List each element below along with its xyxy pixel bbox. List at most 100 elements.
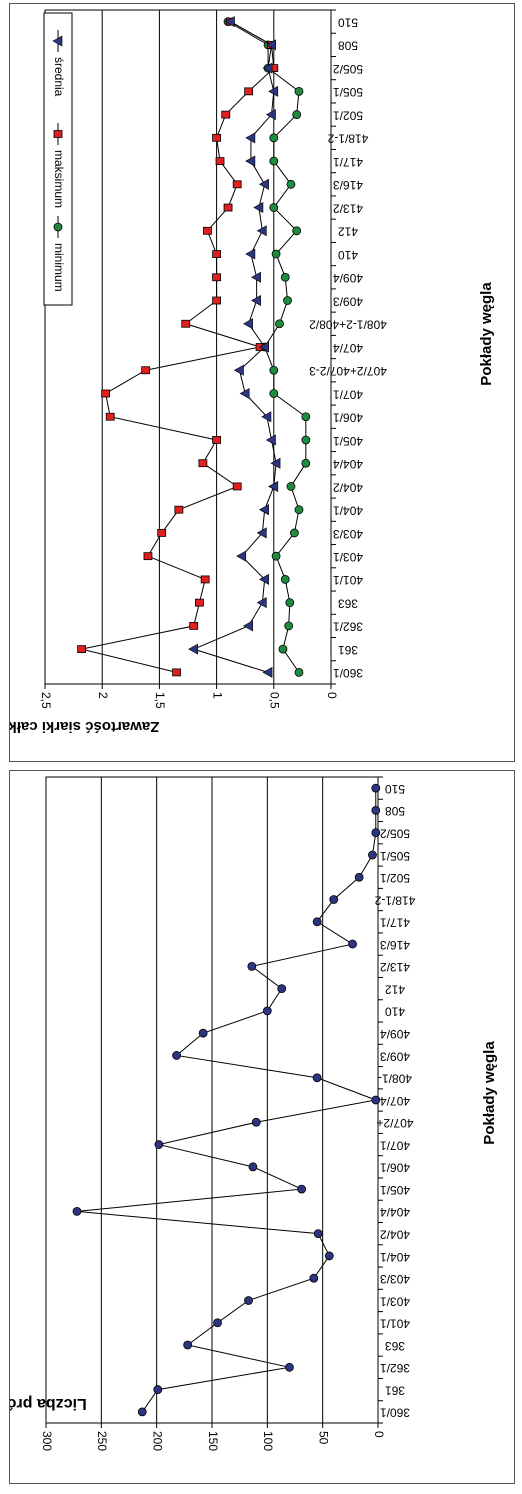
category-tick-label: 363 xyxy=(385,1339,405,1353)
data-point xyxy=(213,1318,222,1328)
legend-label: minimum xyxy=(52,243,66,292)
category-tick-label: 403/1 xyxy=(380,1294,410,1308)
category-tick-label: 361 xyxy=(385,1383,405,1397)
data-point xyxy=(269,365,279,375)
category-tick-label: 407/4 xyxy=(380,1094,410,1108)
value-tick-label: 200 xyxy=(150,1431,164,1451)
data-point xyxy=(283,296,292,305)
category-tick-label: 416/3 xyxy=(380,938,410,952)
category-tick-label: 404/1 xyxy=(333,504,363,518)
data-point xyxy=(262,666,273,678)
data-point xyxy=(294,86,304,96)
category-tick-label: 407/4 xyxy=(333,341,363,355)
data-point xyxy=(244,87,254,96)
data-point xyxy=(285,1362,294,1372)
category-tick-label: 401/1 xyxy=(333,573,363,587)
data-point xyxy=(72,1206,82,1216)
data-point xyxy=(348,939,357,949)
value-tick-label: 1 xyxy=(210,692,224,699)
series-values xyxy=(72,783,381,1417)
y-axis-title-main: Zawartość siarki całkowitej S xyxy=(10,718,159,735)
data-point xyxy=(212,436,222,444)
value-tick-label: 0,5 xyxy=(268,692,282,709)
data-point xyxy=(212,133,222,142)
data-point xyxy=(101,389,111,398)
data-point xyxy=(286,482,296,491)
data-point xyxy=(243,620,253,632)
data-point xyxy=(313,1229,323,1239)
data-point xyxy=(245,155,256,167)
data-point xyxy=(261,411,272,423)
category-tick-label: 510 xyxy=(338,15,358,29)
data-point xyxy=(259,341,269,353)
data-point xyxy=(253,202,264,214)
data-point xyxy=(203,226,212,235)
data-point xyxy=(188,643,199,655)
data-point xyxy=(371,806,381,815)
data-point xyxy=(354,872,364,882)
category-tick-label: 362/1 xyxy=(333,620,363,634)
data-point xyxy=(268,85,279,97)
value-tick-label: 0 xyxy=(372,1431,386,1438)
data-point xyxy=(236,550,247,562)
data-point xyxy=(297,1184,307,1194)
category-tick-label: 508 xyxy=(385,804,405,818)
category-tick-label: 409/3 xyxy=(380,1049,410,1063)
data-point xyxy=(141,366,151,375)
category-tick-label: 505/2 xyxy=(380,827,410,841)
category-tick-label: 403/3 xyxy=(380,1272,410,1286)
data-point xyxy=(137,1407,147,1417)
category-tick-label: 409/3 xyxy=(333,294,363,308)
data-point xyxy=(285,598,295,608)
category-tick-label: 412 xyxy=(338,225,358,239)
plot-frame xyxy=(44,9,332,685)
data-point xyxy=(269,203,279,212)
data-point xyxy=(239,387,250,399)
data-point xyxy=(195,598,204,607)
data-point xyxy=(256,597,267,609)
data-point xyxy=(259,178,269,190)
category-tick-label: 409/4 xyxy=(333,271,363,285)
data-point xyxy=(289,528,299,538)
category-tick-label: 408/1- xyxy=(378,1072,412,1086)
category-tick-label: 410 xyxy=(338,248,358,262)
sulfur-chart-panel: 0 0,5 1 1,5 2 2,5 360/1 361 362/1 363 401/1 403/1 40… xyxy=(9,3,515,762)
data-point xyxy=(232,482,242,491)
value-tick-label: 150 xyxy=(206,1431,220,1451)
samples-chart-panel: 0 50 100 150 200 250 300 360/1 361 362/1 363 401/1 4… xyxy=(9,770,515,1484)
data-point xyxy=(233,364,244,376)
value-tick-label: 0 xyxy=(325,692,339,699)
category-tick-label: 406/1 xyxy=(380,1161,410,1175)
data-point xyxy=(312,1073,322,1083)
category-tick-label: 410 xyxy=(385,1005,405,1019)
data-point xyxy=(224,16,235,28)
data-point xyxy=(269,156,279,166)
legend: minimum maksimum średnia xyxy=(43,12,73,306)
data-point xyxy=(309,1273,319,1283)
data-point xyxy=(324,1251,334,1261)
data-point xyxy=(269,133,279,143)
data-point xyxy=(286,179,296,189)
data-point xyxy=(183,1340,193,1350)
category-tick-label: 362/1 xyxy=(380,1361,410,1375)
category-tick-label: 404/4 xyxy=(380,1205,410,1219)
data-point xyxy=(153,1385,163,1394)
category-tick-label: 405/1 xyxy=(333,434,363,448)
data-point xyxy=(278,644,288,654)
category-tick-label: 407/2+ xyxy=(376,1116,413,1130)
data-point xyxy=(232,180,242,189)
data-point xyxy=(269,389,279,398)
data-point xyxy=(212,296,222,305)
data-point xyxy=(284,621,294,631)
category-tick-label: 404/2 xyxy=(380,1227,410,1241)
category-tick-label: 505/1 xyxy=(333,85,363,99)
data-point xyxy=(294,667,304,677)
data-point xyxy=(301,412,311,422)
data-point xyxy=(223,203,233,212)
data-point xyxy=(259,573,269,585)
value-tick-label: 250 xyxy=(95,1431,109,1451)
value-tick-label: 2 xyxy=(96,692,110,699)
category-tick-label: 413/2 xyxy=(380,960,410,974)
data-point xyxy=(251,1117,261,1127)
data-point xyxy=(275,319,284,329)
